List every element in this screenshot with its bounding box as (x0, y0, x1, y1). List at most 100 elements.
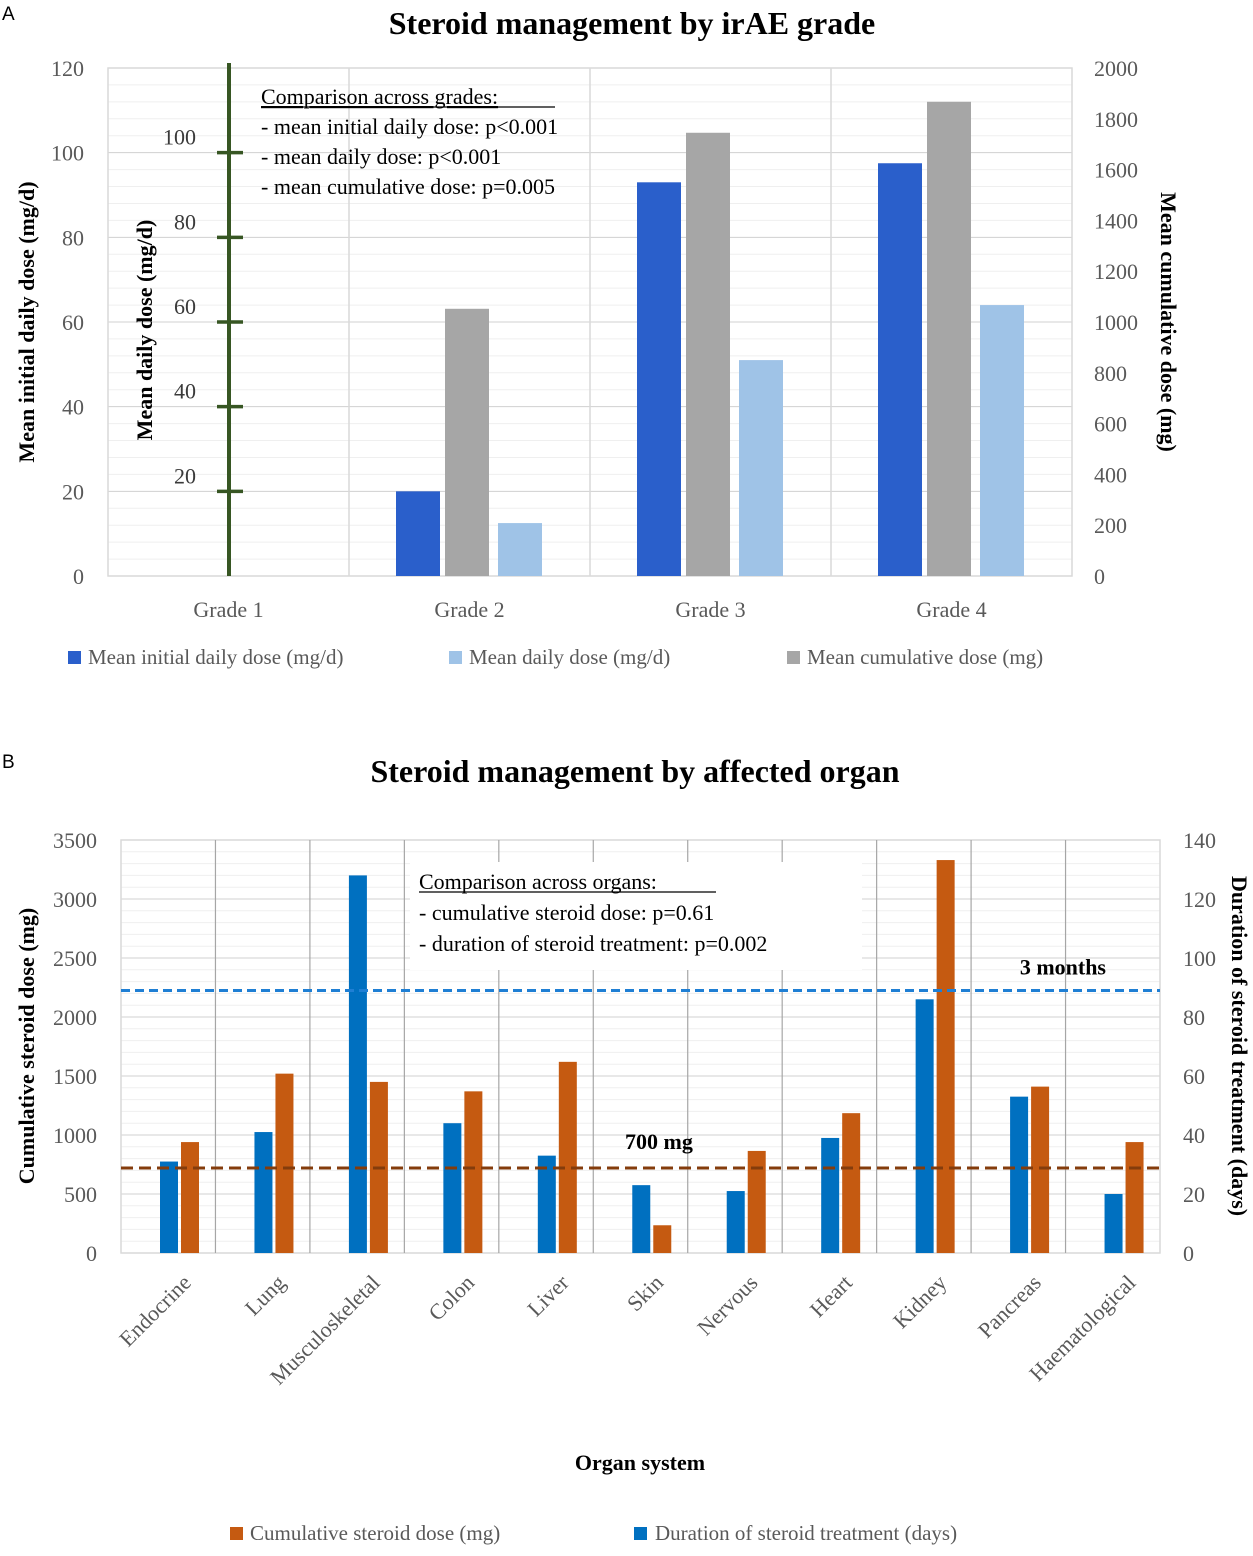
chart-b-x-axis-title: Organ system (575, 1450, 705, 1475)
chart-a-right-tick: 2000 (1094, 56, 1138, 81)
legend-swatch-duration (634, 1527, 647, 1540)
legend-label-cumulative: Mean cumulative dose (mg) (807, 645, 1043, 669)
chart-a-right-tick: 600 (1094, 412, 1127, 437)
chart-a-right-tick: 200 (1094, 513, 1127, 538)
chart-b-annotation-line: - duration of steroid treatment: p=0.002 (419, 931, 767, 956)
chart-b-category-label: Lung (240, 1270, 291, 1321)
chart-a-right-tick: 800 (1094, 361, 1127, 386)
chart-b-right-tick: 120 (1183, 887, 1216, 912)
bar-duration-days (726, 1191, 745, 1253)
chart-a-right-tick: 0 (1094, 564, 1105, 589)
chart-b-category-label: Endocrine (114, 1270, 196, 1352)
chart-b-y-axis-title: Cumulative steroid dose (mg) (14, 908, 39, 1184)
chart-b-left-tick: 1500 (53, 1064, 97, 1089)
chart-b-category-label: Heart (805, 1270, 857, 1322)
chart-a-inner-axis-ticks (217, 150, 243, 494)
panel-a: A Steroid management by irAE grade 0 20 … (2, 4, 1181, 669)
chart-a-legend: Mean initial daily dose (mg/d) Mean dail… (68, 645, 1043, 669)
bar-daily-dose (739, 360, 783, 576)
chart-b-right-ticks: 0 20 40 60 80 100 120 140 (1183, 828, 1216, 1266)
chart-a-inner-tick: 80 (174, 209, 196, 234)
chart-a-annotation-line: - mean cumulative dose: p=0.005 (261, 174, 555, 199)
chart-a-y-axis-title: Mean initial daily dose (mg/d) (14, 181, 39, 462)
chart-b-category-label: Skin (622, 1270, 668, 1316)
chart-a-left-tick: 100 (51, 141, 84, 166)
bar-cumulative-steroid-dose (653, 1225, 672, 1253)
chart-a-left-tick: 60 (62, 310, 84, 335)
chart-b-right-tick: 140 (1183, 828, 1216, 853)
chart-a-inner-axis: 20 40 60 80 100 Mean daily dose (mg/d) (132, 63, 243, 576)
chart-a-right-tick: 400 (1094, 462, 1127, 487)
legend-label-initial-daily: Mean initial daily dose (mg/d) (88, 645, 343, 669)
panel-b: B Steroid management by affected organ 3… (2, 752, 1252, 1545)
chart-a-right-tick: 1000 (1094, 310, 1138, 335)
bar-cumulative-steroid-dose (842, 1113, 861, 1253)
chart-b-right-tick: 100 (1183, 946, 1216, 971)
chart-a-inner-tick: 20 (174, 463, 196, 488)
reference-label-700-mg: 700 mg (625, 1129, 693, 1154)
chart-b-category-label: Nervous (692, 1270, 762, 1340)
legend-swatch-cumulative (787, 651, 800, 664)
chart-a-left-tick: 40 (62, 395, 84, 420)
chart-a-inner-tick: 40 (174, 379, 196, 404)
chart-a-left-tick: 0 (73, 564, 84, 589)
bar-duration-days (915, 999, 934, 1253)
chart-a-category-label: Grade 2 (434, 597, 504, 622)
bar-cumulative-steroid-dose (464, 1091, 483, 1253)
bar-duration-days (632, 1185, 651, 1253)
chart-b-right-tick: 40 (1183, 1123, 1205, 1148)
legend-swatch-daily (449, 651, 462, 664)
chart-a-inner-tick: 60 (174, 294, 196, 319)
bar-cumulative-dose (445, 308, 489, 576)
legend-label-daily: Mean daily dose (mg/d) (469, 645, 670, 669)
bar-cumulative-dose (927, 101, 971, 577)
chart-b-category-label: Pancreas (973, 1270, 1046, 1343)
chart-a-left-ticks: 0 20 40 60 80 100 120 (51, 56, 84, 589)
bar-cumulative-steroid-dose (936, 860, 955, 1253)
legend-swatch-initial-daily (68, 651, 81, 664)
chart-a-annotation-line: - mean initial daily dose: p<0.001 (261, 114, 558, 139)
chart-b-left-tick: 2000 (53, 1005, 97, 1030)
bar-duration-days (1010, 1096, 1029, 1253)
chart-a-category-separators (348, 68, 832, 576)
bar-cumulative-steroid-dose (558, 1061, 577, 1253)
bar-duration-days (537, 1155, 556, 1253)
chart-b-left-tick: 1000 (53, 1123, 97, 1148)
bar-cumulative-steroid-dose (1031, 1086, 1050, 1253)
panel-a-letter: A (2, 4, 15, 25)
chart-b-annotation-background (410, 862, 862, 970)
chart-b-annotation-line: - cumulative steroid dose: p=0.61 (419, 900, 714, 925)
bar-daily-dose (980, 305, 1024, 576)
chart-a-category-label: Grade 3 (675, 597, 745, 622)
chart-b-right-tick: 20 (1183, 1182, 1205, 1207)
bar-duration-days (821, 1137, 840, 1253)
chart-b-right-tick: 80 (1183, 1005, 1205, 1030)
chart-b-left-tick: 2500 (53, 946, 97, 971)
chart-a-category-label: Grade 4 (916, 597, 986, 622)
bar-initial-daily-dose (637, 182, 681, 577)
chart-b-left-tick: 500 (64, 1182, 97, 1207)
bar-duration-days (254, 1132, 273, 1253)
bar-daily-dose (498, 523, 542, 576)
reference-label-3-months: 3 months (1020, 954, 1107, 979)
chart-b-right-tick: 0 (1183, 1241, 1194, 1266)
legend-swatch-cumulative-steroid (230, 1527, 243, 1540)
chart-b-y2-axis-title: Duration of steroid treatment (days) (1227, 876, 1252, 1216)
chart-a-left-tick: 20 (62, 479, 84, 504)
chart-b-legend: Cumulative steroid dose (mg) Duration of… (230, 1521, 957, 1545)
chart-a-right-tick: 1400 (1094, 208, 1138, 233)
chart-b-title: Steroid management by affected organ (370, 753, 899, 789)
chart-b-annotation: Comparison across organs: - cumulative s… (410, 862, 862, 970)
chart-a-annotation: Comparison across grades: - mean initial… (261, 84, 558, 199)
bar-initial-daily-dose (396, 491, 440, 576)
chart-b-left-tick: 3000 (53, 887, 97, 912)
chart-b-category-label: Liver (522, 1269, 574, 1321)
bar-cumulative-steroid-dose (1125, 1142, 1144, 1253)
chart-a-left-tick: 80 (62, 225, 84, 250)
chart-b-right-tick: 60 (1183, 1064, 1205, 1089)
bar-cumulative-steroid-dose (181, 1142, 199, 1253)
chart-a-title: Steroid management by irAE grade (389, 5, 875, 41)
chart-a-inner-tick: 100 (163, 125, 196, 150)
chart-b-annotation-heading: Comparison across organs: (419, 869, 657, 894)
bar-cumulative-steroid-dose (747, 1150, 766, 1253)
